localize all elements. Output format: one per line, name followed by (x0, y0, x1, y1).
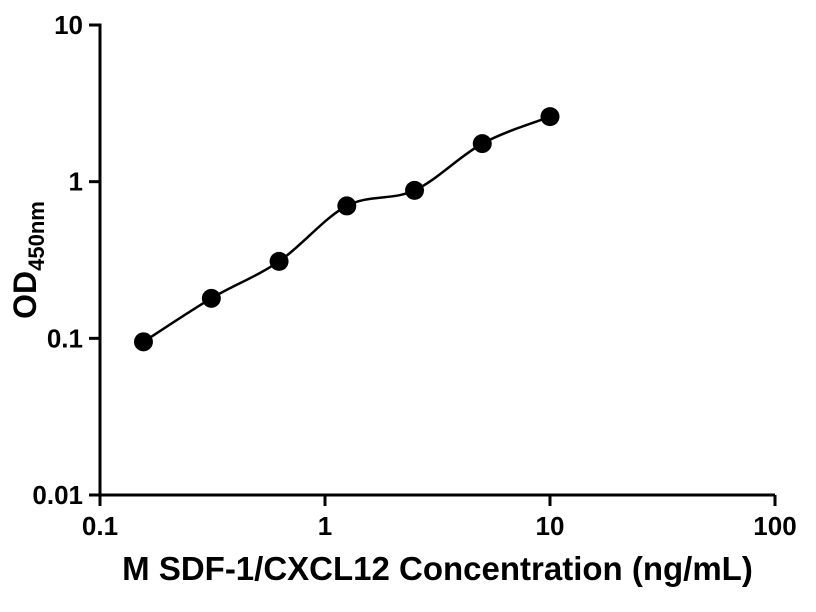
x-axis-title: M SDF-1/CXCL12 Concentration (ng/mL) (122, 550, 753, 587)
y-tick-label: 0.01 (32, 480, 83, 510)
y-tick-label: 10 (54, 10, 83, 40)
fit-curve (142, 115, 551, 343)
data-point (405, 180, 425, 200)
y-tick-label: 1 (69, 167, 83, 197)
data-point (337, 196, 357, 216)
y-axis-title-main: OD (7, 271, 43, 319)
y-axis-title: OD450nm (7, 201, 49, 319)
data-point (201, 288, 221, 308)
data-point (540, 107, 560, 127)
data-point (133, 332, 153, 352)
x-tick-label: 100 (753, 511, 796, 541)
x-tick-label: 10 (536, 511, 565, 541)
x-tick-label: 1 (318, 511, 332, 541)
data-point (269, 251, 289, 271)
x-tick-label: 0.1 (82, 511, 118, 541)
y-tick-label: 0.1 (47, 323, 83, 353)
data-point (472, 134, 492, 154)
y-axis-title-subscript: 450nm (24, 201, 49, 271)
